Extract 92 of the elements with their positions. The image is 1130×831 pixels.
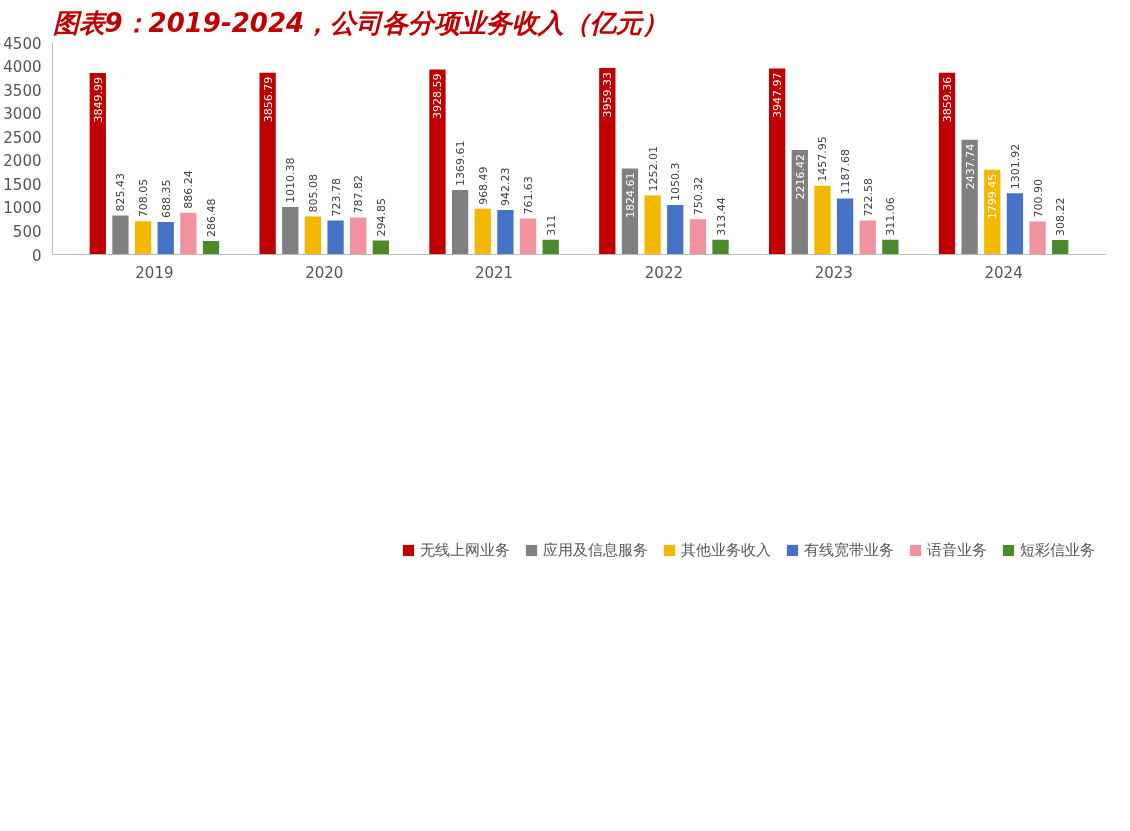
text: 308.22: [1054, 197, 1068, 236]
bar: [350, 217, 367, 255]
bar: [644, 195, 661, 255]
text: 3928.59: [431, 73, 445, 119]
y-tick-label: 3500: [3, 81, 42, 100]
text: 3859.36: [940, 76, 954, 123]
bar: [89, 73, 106, 255]
bar: [814, 185, 831, 255]
y-tick-label: 3000: [3, 105, 42, 124]
bar: [157, 222, 174, 255]
text: 1301.92: [1008, 143, 1022, 190]
x-tick-label: 2023: [814, 263, 853, 282]
text: 3849.99: [91, 77, 105, 123]
text: 700.90: [1031, 178, 1045, 218]
bar: [372, 240, 390, 255]
bar: [859, 220, 876, 255]
bar: [1052, 239, 1069, 255]
text: 311.06: [884, 197, 898, 236]
bar: [497, 210, 514, 255]
text: 3959.33: [601, 71, 615, 118]
y-tick-label: 0: [31, 246, 42, 265]
bar: [429, 69, 446, 255]
bar: [134, 221, 152, 255]
text: 2437.74: [963, 143, 977, 190]
chart-title: 图表9：2019-2024，公司各分项业务收入（亿元）: [52, 7, 669, 38]
text: 3947.97: [771, 72, 785, 118]
legend-label: 短彩信业务: [1020, 540, 1095, 560]
bar: [712, 239, 729, 255]
y-tick-label: 4000: [3, 58, 42, 77]
y-tick-label: 2500: [3, 128, 42, 147]
text: 1187.68: [839, 149, 853, 195]
y-tick-label: 500: [12, 222, 42, 241]
text: 722.58: [861, 177, 875, 217]
text: 1010.38: [284, 157, 298, 203]
legend-label: 有线宽带业务: [804, 540, 894, 560]
text: 294.85: [374, 198, 388, 237]
bar: [667, 205, 684, 255]
bar: [689, 219, 707, 255]
bar: [961, 139, 978, 255]
text: 1252.01: [646, 146, 660, 192]
text: 1824.61: [623, 172, 637, 219]
legend-label: 应用及信息服务: [543, 540, 648, 560]
x-tick-label: 2020: [305, 263, 344, 282]
x-tick-label: 2019: [135, 263, 174, 282]
text: 805.08: [306, 174, 320, 213]
bar: [282, 206, 299, 255]
text: 286.48: [205, 198, 219, 237]
text: 942.23: [499, 167, 513, 207]
bar: [519, 218, 537, 255]
bar: [836, 198, 854, 255]
text: 1799.45: [986, 173, 1000, 220]
text: 708.05: [137, 178, 151, 218]
text: 968.49: [476, 166, 490, 205]
legend-label: 其他业务收入: [681, 540, 771, 560]
text: 1457.95: [816, 136, 830, 182]
text: 825.43: [114, 173, 128, 212]
y-tick-label: 1000: [3, 199, 42, 218]
text: 750.32: [691, 176, 705, 216]
x-tick-label: 2022: [644, 263, 684, 282]
bar: [542, 239, 559, 255]
text: 688.35: [159, 179, 173, 219]
text: 723.78: [329, 177, 343, 217]
bar: [451, 189, 469, 255]
bar: [768, 68, 786, 255]
text: 787.82: [352, 174, 366, 214]
text: 313.44: [714, 197, 728, 236]
bar: [1029, 221, 1046, 255]
bar: [259, 72, 276, 255]
bar: [327, 220, 344, 255]
legend-label: 语音业务: [927, 540, 987, 560]
text: 1050.3: [669, 162, 683, 202]
text: 1369.61: [454, 140, 468, 186]
bar: [474, 208, 491, 255]
x-tick-label: 2021: [474, 263, 514, 282]
bar: [112, 215, 129, 255]
text: 311: [544, 214, 558, 236]
y-tick-label: 1500: [3, 175, 42, 194]
bar: [882, 239, 899, 255]
bar: [599, 67, 616, 255]
bar: [1006, 193, 1024, 255]
y-tick-label: 4500: [3, 34, 42, 53]
bar: [202, 241, 220, 255]
text: 2216.42: [793, 154, 807, 200]
text: 3856.79: [261, 76, 275, 123]
bar: [304, 216, 322, 255]
text: 886.24: [182, 170, 196, 209]
legend-label: 无线上网业务: [420, 540, 510, 560]
text: 761.63: [522, 176, 536, 215]
y-tick-label: 2000: [3, 152, 42, 171]
x-tick-label: 2024: [984, 263, 1023, 282]
bar: [180, 212, 197, 255]
bar: [938, 72, 956, 255]
